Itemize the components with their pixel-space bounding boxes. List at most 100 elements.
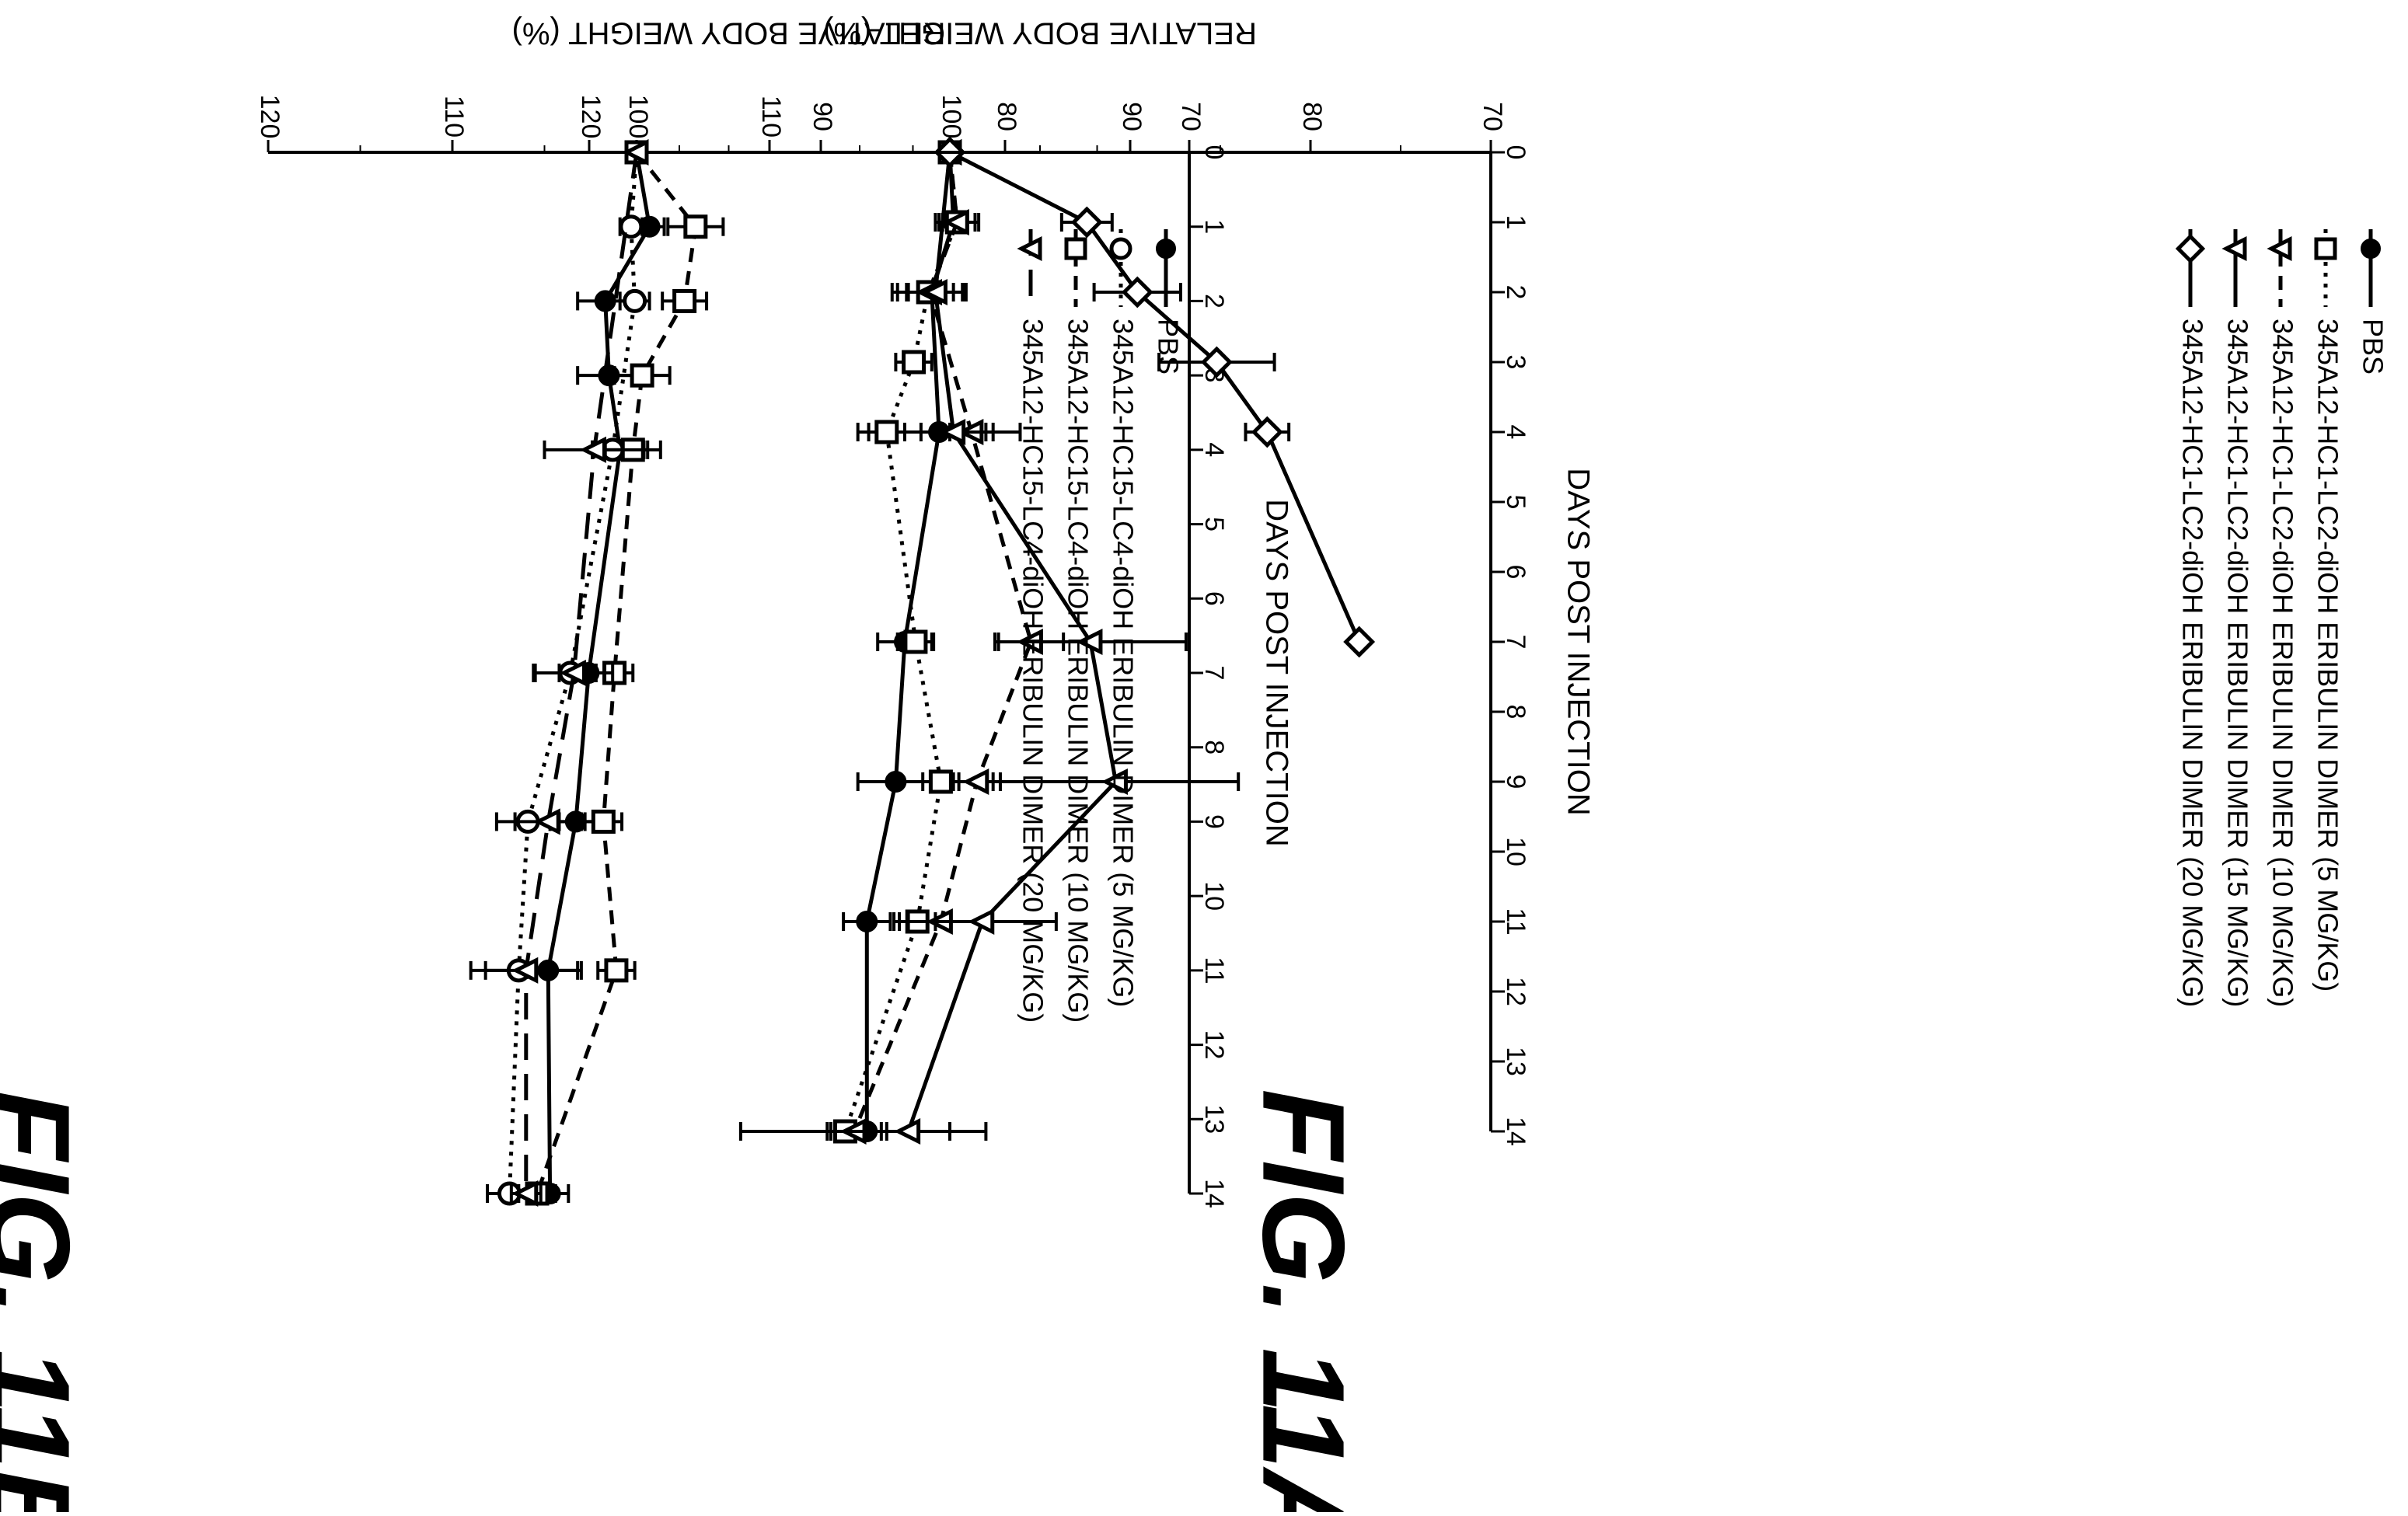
marker-square-open	[1064, 237, 1087, 260]
x-tick-label: 8	[1501, 705, 1530, 720]
series-line	[852, 152, 1034, 1132]
marker-square-open	[672, 288, 697, 313]
marker-triangle-open	[942, 208, 969, 236]
marker-circle-filled	[856, 911, 878, 932]
marker-triangle-open	[2221, 235, 2247, 262]
chart-panel-b: 01234567891011121314708090100110120RELAT…	[0, 16, 1293, 1516]
marker-square-open	[591, 809, 616, 834]
x-tick-label: 5	[1199, 517, 1229, 531]
y-axis-title: RELATIVE BODY WEIGHT (%)	[512, 16, 946, 50]
x-tick-label: 6	[1501, 565, 1530, 580]
x-tick-label: 10	[1501, 837, 1530, 866]
legend-label: 345A12-HC1-LC2-diOH ERIBULIN DIMER (10 M…	[2267, 319, 2298, 1007]
x-tick-label: 1	[1199, 219, 1229, 234]
x-tick-label: 4	[1501, 425, 1530, 440]
marker-circle-open	[619, 214, 644, 239]
x-axis-title: DAYS POST INJECTION	[1259, 499, 1293, 846]
marker-diamond-open	[1070, 206, 1103, 239]
x-tick-label: 14	[1501, 1117, 1530, 1146]
series-4	[934, 136, 1376, 658]
marker-triangle-open	[894, 1117, 921, 1145]
x-tick-label: 3	[1501, 355, 1530, 370]
x-tick-label: 2	[1199, 294, 1229, 308]
marker-circle-open	[1109, 237, 1132, 260]
legend-label: PBS	[2357, 319, 2389, 375]
marker-triangle-open	[939, 418, 966, 446]
x-tick-label: 6	[1199, 591, 1229, 606]
x-tick-label: 14	[1199, 1179, 1229, 1208]
x-tick-label: 12	[1501, 977, 1530, 1006]
marker-square-open	[874, 420, 899, 444]
marker-triangle-open	[559, 659, 586, 687]
figure-label: FIG. 11B	[0, 1089, 94, 1512]
series-line	[948, 150, 1361, 643]
y-tick-label: 100	[623, 95, 653, 139]
chart-panel-a: 01234567891011121314708090100110120RELAT…	[576, 16, 2389, 1516]
legend-label: 345A12-HC15-LC4-diOH ERIBULIN DIMER (5 M…	[1107, 319, 1139, 1007]
x-tick-label: 11	[1501, 908, 1530, 935]
marker-triangle-open	[1076, 628, 1103, 656]
legend-label: 345A12-HC15-LC4-diOH ERIBULIN DIMER (20 …	[1017, 319, 1049, 1023]
legend-label: 345A12-HC1-LC2-diOH ERIBULIN DIMER (5 MG…	[2312, 319, 2343, 991]
marker-triangle-open	[1017, 235, 1042, 262]
marker-diamond-open	[2175, 233, 2206, 264]
y-tick-label: 70	[1478, 102, 1507, 131]
legend-label: 345A12-HC1-LC2-diOH ERIBULIN DIMER (20 M…	[2176, 319, 2208, 1007]
marker-triangle-open	[968, 908, 995, 936]
marker-square-open	[903, 629, 928, 654]
marker-triangle-open	[920, 278, 947, 306]
x-tick-label: 0	[1199, 145, 1229, 160]
y-tick-label: 110	[756, 96, 786, 138]
figure-label: FIG. 11A	[1238, 1089, 1369, 1512]
series-line	[524, 152, 639, 1194]
marker-diamond-open	[1343, 626, 1376, 658]
marker-circle-filled	[594, 290, 616, 312]
marker-square-open	[683, 214, 708, 239]
x-tick-label: 5	[1501, 495, 1530, 510]
marker-triangle-open	[533, 808, 560, 835]
y-tick-label: 120	[576, 95, 605, 139]
marker-triangle-open	[579, 436, 606, 463]
marker-square-open	[2314, 237, 2337, 260]
marker-square-open	[604, 958, 629, 983]
x-tick-label: 10	[1199, 881, 1229, 911]
marker-triangle-open	[962, 768, 989, 796]
marker-square-open	[902, 350, 927, 375]
marker-square-open	[928, 769, 953, 794]
y-tick-label: 80	[1297, 102, 1327, 131]
x-tick-label: 12	[1199, 1030, 1229, 1060]
x-tick-label: 9	[1501, 775, 1530, 789]
x-tick-label: 7	[1199, 666, 1229, 681]
legend-label: 345A12-HC15-LC4-diOH ERIBULIN DIMER (10 …	[1062, 319, 1094, 1023]
y-tick-label: 90	[1117, 102, 1146, 131]
series-line	[507, 152, 639, 1194]
marker-triangle-open	[622, 138, 649, 166]
marker-circle-filled	[1156, 239, 1176, 259]
y-tick-label: 90	[808, 102, 837, 131]
y-tick-label: 120	[255, 95, 284, 139]
marker-triangle-open	[1101, 768, 1128, 796]
marker-diamond-open	[1121, 276, 1153, 308]
x-tick-label: 8	[1199, 740, 1229, 755]
marker-diamond-open	[1251, 416, 1283, 448]
x-tick-label: 2	[1501, 285, 1530, 300]
y-tick-label: 100	[937, 95, 966, 139]
y-tick-label: 80	[992, 102, 1021, 131]
series-line	[843, 152, 959, 1132]
x-tick-label: 11	[1199, 957, 1229, 984]
marker-circle-filled	[885, 771, 907, 793]
x-tick-label: 13	[1199, 1104, 1229, 1134]
marker-triangle-open	[511, 957, 539, 984]
x-tick-label: 0	[1501, 145, 1530, 160]
x-tick-label: 1	[1501, 215, 1530, 230]
marker-triangle-open	[2267, 235, 2292, 262]
x-tick-label: 3	[1199, 368, 1229, 383]
marker-diamond-open	[1200, 346, 1233, 378]
legend-label: PBS	[1152, 319, 1184, 375]
y-tick-label: 70	[1176, 102, 1206, 131]
marker-square-open	[630, 363, 654, 388]
series-3	[469, 138, 649, 1208]
x-tick-label: 13	[1501, 1047, 1530, 1076]
